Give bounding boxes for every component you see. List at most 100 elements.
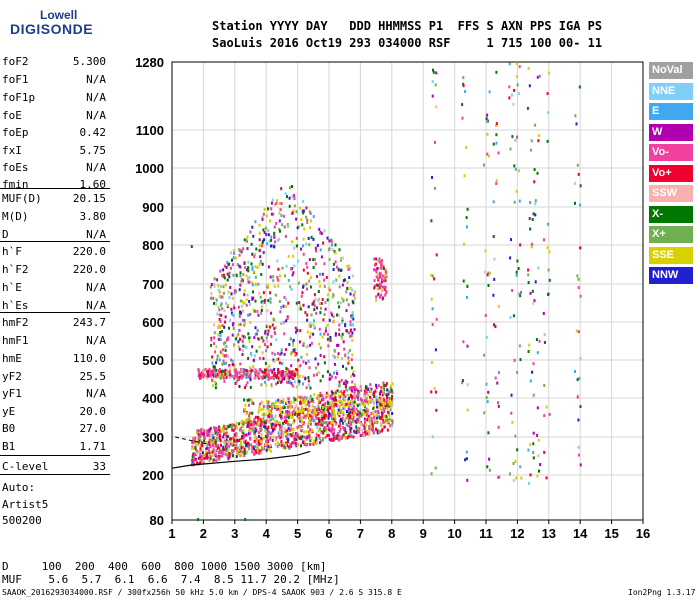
echo-point [321, 430, 324, 434]
echo-point [260, 442, 263, 445]
echo-point [240, 436, 243, 440]
echo-point [323, 332, 326, 336]
echo-point [246, 381, 249, 385]
echo-point [366, 432, 369, 436]
echo-point [383, 274, 386, 277]
echo-point [294, 438, 297, 441]
echo-point [258, 223, 261, 227]
echo-point [231, 443, 234, 447]
param-hme: hmE 110.0 [2, 352, 106, 368]
echo-point [289, 443, 292, 447]
echo-point [350, 374, 353, 378]
echo-point [266, 309, 269, 313]
echo-point [487, 390, 490, 394]
echo-point [294, 374, 296, 378]
echo-point [352, 401, 355, 405]
echo-point [257, 420, 260, 424]
echo-point [273, 233, 276, 237]
echo-point [277, 431, 280, 435]
echo-point [251, 252, 254, 256]
echo-point [226, 454, 229, 458]
echo-point [380, 293, 383, 297]
echo-point [365, 397, 368, 401]
muf-frequency-row: MUF 5.6 5.7 6.1 6.6 7.4 8.5 11.7 20.2 [M… [2, 573, 340, 586]
echo-point [577, 418, 580, 422]
echo-point [287, 438, 290, 442]
echo-point [261, 217, 264, 221]
echo-point [210, 343, 213, 347]
echo-point [320, 255, 323, 259]
echo-point [252, 290, 254, 294]
echo-point [517, 292, 520, 296]
echo-point [528, 343, 531, 347]
param-value: 27.0 [79, 422, 107, 435]
echo-point [349, 328, 352, 332]
echo-point [338, 323, 341, 327]
echo-point [299, 434, 302, 438]
echo-point [234, 372, 237, 376]
echo-point [345, 290, 348, 294]
echo-point [234, 434, 237, 438]
echo-point [212, 368, 215, 372]
echo-point [237, 340, 240, 344]
echo-point [347, 414, 350, 418]
echo-point [213, 323, 216, 327]
echo-point [344, 417, 347, 420]
echo-point [277, 398, 280, 402]
echo-point [222, 376, 225, 380]
echo-point [326, 236, 329, 240]
echo-point [527, 268, 530, 272]
echo-point [255, 332, 258, 336]
echo-point [305, 215, 308, 219]
muf-distance-row: D 100 200 400 600 800 1000 1500 3000 [km… [2, 560, 327, 573]
echo-point [368, 433, 371, 437]
echo-point [330, 311, 333, 315]
fitted-profile-curve [171, 450, 311, 469]
echo-point [340, 378, 343, 382]
echo-point [295, 404, 298, 408]
echo-point [280, 214, 283, 217]
echo-point [336, 389, 339, 393]
echo-point [331, 412, 334, 416]
echo-point [532, 451, 535, 454]
echo-point [217, 333, 220, 337]
echo-point [351, 389, 354, 393]
echo-point [243, 449, 246, 453]
echo-point [243, 451, 246, 455]
echo-point [463, 242, 465, 246]
echo-point [381, 277, 383, 281]
echo-point [279, 436, 282, 440]
echo-point [218, 425, 221, 429]
echo-point [376, 429, 379, 433]
echo-point [376, 416, 378, 420]
param-value: N/A [86, 299, 106, 312]
echo-point [354, 396, 357, 400]
echo-point [380, 421, 383, 425]
echo-point [248, 280, 251, 284]
echo-point [279, 426, 281, 430]
echo-point [212, 448, 215, 452]
echo-point [339, 422, 341, 426]
echo-point [488, 468, 491, 472]
echo-point [253, 354, 256, 358]
echo-point [241, 419, 244, 423]
echo-point [434, 83, 437, 87]
echo-point [240, 250, 243, 254]
echo-point [228, 296, 231, 299]
echo-point [347, 361, 350, 365]
echo-point [247, 266, 250, 270]
echo-point [249, 385, 252, 389]
echo-point [296, 426, 299, 430]
echo-point [536, 171, 539, 175]
echo-point [351, 415, 353, 419]
echo-point [198, 436, 201, 440]
echo-point [194, 457, 197, 461]
echo-point [543, 414, 546, 418]
echo-point [486, 119, 488, 123]
echo-point [331, 396, 334, 400]
echo-point [337, 399, 340, 403]
echo-point [315, 416, 318, 420]
echo-point [384, 279, 387, 283]
echo-point [345, 298, 348, 302]
echo-point [376, 409, 379, 413]
